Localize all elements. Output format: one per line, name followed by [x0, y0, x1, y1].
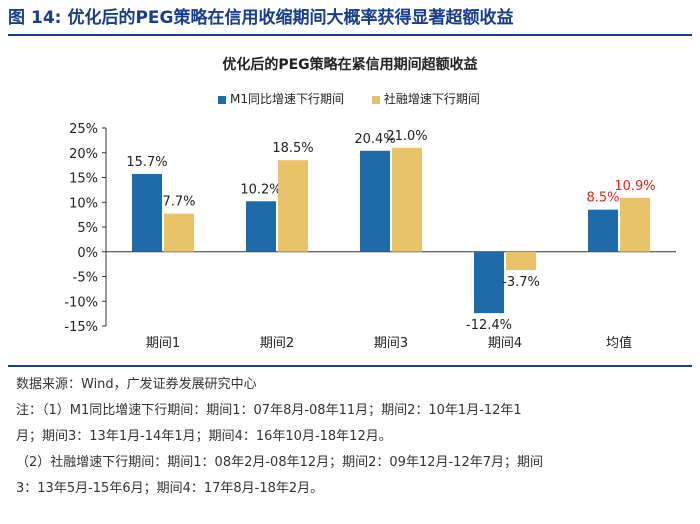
note-line-2: 月；期间3：13年1月-14年1月；期间4：16年10月-18年12月。 [16, 429, 392, 444]
data-label: 18.5% [272, 141, 313, 156]
y-tick-label: 10% [69, 196, 98, 211]
bar-social-financing [620, 197, 650, 252]
y-tick-label: 25% [69, 122, 98, 137]
x-tick-label: 期间2 [260, 336, 294, 351]
bar-m1 [132, 174, 162, 252]
legend-label-m1: M1同比增速下行期间 [230, 92, 344, 106]
x-tick-label: 期间3 [374, 336, 408, 351]
bar-m1 [474, 251, 504, 314]
legend-item-social-financing: 社融增速下行期间 [371, 90, 480, 107]
y-tick-label: 20% [69, 147, 98, 162]
data-label: -12.4% [466, 318, 512, 333]
data-label: -3.7% [502, 275, 540, 290]
data-label: 8.5% [586, 191, 619, 206]
data-label: 15.7% [126, 155, 167, 170]
data-label: 7.7% [162, 195, 195, 210]
note-line-1: 注：（1）M1同比增速下行期间：期间1：07年8月-08年11月；期间2：10年… [16, 403, 522, 418]
chart-title: 优化后的PEG策略在紧信用期间超额收益 [222, 57, 478, 73]
y-tick-label: 15% [69, 172, 98, 187]
y-tick-label: 5% [77, 221, 98, 236]
data-label: 21.0% [386, 129, 427, 144]
note-line-4: 3：13年5月-15年6月；期间4：17年8月-18年2月。 [16, 481, 324, 496]
legend-item-m1: M1同比增速下行期间 [218, 90, 344, 107]
x-tick-label: 均值 [606, 335, 632, 351]
data-label: 20.4% [354, 132, 395, 147]
data-label: 10.9% [614, 179, 655, 194]
title-rule [8, 34, 692, 36]
bar-social-financing [164, 213, 194, 252]
legend-swatch-social-financing [371, 95, 380, 104]
note-line-3: （2）社融增速下行期间：期间1：08年2月-08年12月；期间2：09年12月-… [16, 455, 543, 470]
chart-legend: M1同比增速下行期间 社融增速下行期间 [218, 90, 504, 107]
y-tick-label: 0% [77, 246, 98, 261]
legend-swatch-m1 [218, 95, 226, 104]
bar-social-financing [392, 147, 422, 252]
legend-label-social-financing: 社融增速下行期间 [383, 92, 480, 106]
source-note: 数据来源：Wind，广发证券发展研究中心 [16, 377, 257, 392]
figure-title-text: 优化后的PEG策略在信用收缩期间大概率获得显著超额收益 [67, 8, 514, 28]
figure-title: 图 14: 优化后的PEG策略在信用收缩期间大概率获得显著超额收益 [8, 4, 692, 32]
bar-social-financing [506, 251, 536, 271]
bar-m1 [360, 150, 390, 252]
x-tick-label: 期间4 [488, 336, 522, 351]
figure-label: 图 [8, 8, 25, 28]
x-tick-label: 期间1 [146, 336, 180, 351]
bottom-rule [8, 365, 692, 367]
bar-social-financing [278, 160, 308, 252]
chart-container: 优化后的PEG策略在紧信用期间超额收益 M1同比增速下行期间 社融增速下行期间 … [8, 40, 692, 362]
y-tick-label: -15% [64, 320, 98, 335]
bar-m1 [246, 201, 276, 252]
notes-block: 数据来源：Wind，广发证券发展研究中心 注：（1）M1同比增速下行期间：期间1… [16, 372, 692, 502]
data-label: 10.2% [240, 182, 281, 197]
bar-chart: 25% 20% 15% 10% 5% 0% -5% -10% -15% 期间1 15.7% 7.7% 期… [64, 122, 676, 351]
y-tick-label: -5% [73, 271, 98, 286]
bar-m1 [588, 209, 618, 252]
figure-number: 14: [31, 8, 62, 28]
y-tick-label: -10% [64, 295, 98, 310]
